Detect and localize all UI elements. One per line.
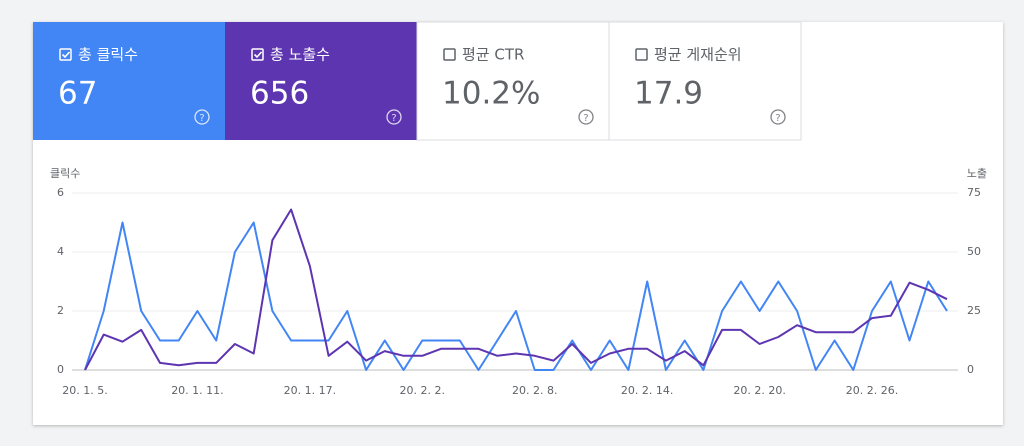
y-tick-label: 4 [57, 245, 64, 258]
y2-axis-label: 노출 [967, 167, 987, 180]
y2-tick-label: 25 [967, 304, 981, 317]
metric-value: 10.2% [442, 76, 540, 112]
checkbox[interactable] [443, 48, 456, 61]
help-mark: ? [775, 113, 780, 124]
metric-card[interactable] [608, 21, 802, 141]
x-tick-label: 20. 2. 2. [400, 384, 445, 397]
y2-tick-label: 75 [967, 186, 981, 199]
help-icon[interactable] [386, 109, 402, 125]
metric-value: 17.9 [634, 76, 703, 112]
series-line [84, 221, 948, 371]
x-tick-label: 20. 1. 17. [284, 384, 336, 397]
checkbox[interactable] [635, 48, 648, 61]
x-tick-label: 20. 2. 20. [733, 384, 785, 397]
metric-card[interactable] [33, 22, 225, 140]
y-tick-label: 6 [57, 186, 64, 199]
x-tick-label: 20. 2. 8. [512, 384, 557, 397]
metric-label: 총 노출수 [270, 46, 330, 64]
y-tick-label: 0 [57, 363, 64, 376]
help-mark: ? [583, 113, 588, 124]
metric-label: 평균 CTR [462, 46, 524, 64]
metric-card[interactable] [225, 22, 417, 140]
y-axis-label: 클릭수 [50, 167, 80, 180]
checkmark [253, 51, 263, 59]
x-tick-label: 20. 2. 14. [621, 384, 673, 397]
help-icon[interactable] [578, 109, 594, 125]
help-mark: ? [199, 113, 204, 124]
metric-card[interactable] [416, 21, 610, 141]
y2-tick-label: 50 [967, 245, 981, 258]
checkbox[interactable] [251, 48, 264, 61]
x-tick-label: 20. 1. 5. [62, 384, 107, 397]
metric-value: 67 [58, 76, 97, 112]
help-icon[interactable] [194, 109, 210, 125]
help-mark: ? [391, 113, 396, 124]
checkbox[interactable] [59, 48, 72, 61]
x-tick-label: 20. 1. 11. [171, 384, 223, 397]
help-icon[interactable] [770, 109, 786, 125]
x-tick-label: 20. 2. 26. [846, 384, 898, 397]
metric-label: 총 클릭수 [78, 46, 138, 64]
metric-value: 656 [250, 76, 309, 112]
metric-label: 평균 게재순위 [654, 46, 742, 64]
y-tick-label: 2 [57, 304, 64, 317]
checkmark [61, 51, 71, 59]
series-line [84, 208, 948, 371]
y2-tick-label: 0 [967, 363, 974, 376]
